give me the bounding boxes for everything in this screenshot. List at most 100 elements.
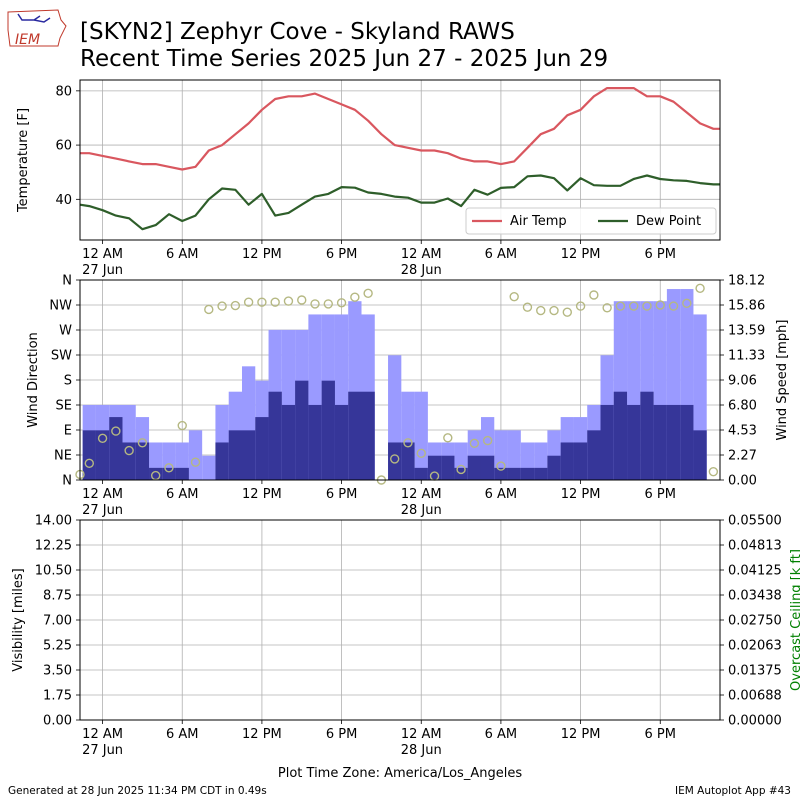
ceiling-y2-tick-label: 0.04125 (728, 564, 782, 579)
wind-x-date-label: 28 Jun (401, 503, 442, 518)
temp-x-tick-label: 12 PM (242, 247, 282, 262)
wind-speed-bar (162, 467, 176, 480)
wind-x-tick-label: 6 PM (326, 487, 357, 502)
wind-gust-bar (414, 391, 428, 480)
wind-speed-bar (268, 391, 282, 480)
wind-direction-point (628, 301, 639, 311)
wind-direction-point (124, 445, 134, 456)
footer-app: IEM Autoplot App #43 (675, 785, 791, 797)
ceiling-y2-tick-label: 0.03438 (728, 589, 782, 604)
temp-y-tick-label: 80 (55, 84, 72, 99)
wind-direction-point (257, 297, 267, 307)
wind-speed-bar (587, 430, 601, 480)
wind-x-tick-label: 12 PM (561, 487, 601, 502)
wind-x-tick-label: 6 AM (485, 487, 518, 502)
wind-direction-point (204, 304, 214, 315)
temp-x-tick-label: 6 AM (166, 247, 199, 262)
wind-direction-point (615, 301, 626, 311)
wind-direction-point (522, 302, 533, 312)
vis-y-tick-label: 3.50 (43, 664, 72, 679)
wind-direction-point (310, 299, 320, 309)
wind-speed-bar (494, 467, 508, 480)
wind-dir-tick-label: NW (49, 299, 72, 314)
vis-x-date-label: 28 Jun (401, 743, 442, 758)
vis-x-tick-label: 12 PM (242, 727, 282, 742)
vis-y-tick-label: 12.25 (35, 539, 72, 554)
wind-direction-point (323, 299, 333, 309)
air-temp-line (80, 86, 720, 171)
logo-text: IEM (15, 32, 40, 48)
wind-x-date-label: 27 Jun (82, 503, 123, 518)
wind-speed-bar (149, 467, 163, 480)
wind-x-tick-label: 6 PM (645, 487, 676, 502)
wind-speed-bar (401, 442, 415, 480)
wind-speed-bar (95, 430, 110, 480)
chart-title-line1: [SKYN2] Zephyr Cove - Skyland RAWS (80, 19, 515, 45)
vis-x-tick-label: 6 AM (485, 727, 518, 742)
dew-point-line-legend-label: Dew Point (636, 214, 701, 229)
wind-dir-tick-label: N (62, 474, 72, 489)
vis-y-tick-label: 10.50 (35, 564, 72, 579)
temp-x-date-label: 28 Jun (401, 263, 442, 278)
vis-x-tick-label: 6 PM (645, 727, 676, 742)
vis-y-tick-label: 8.75 (43, 589, 72, 604)
wind-speed-bar (228, 430, 242, 480)
wind-direction-point (297, 295, 307, 305)
wind-dir-tick-label: SE (56, 399, 72, 414)
vis-x-date-label: 27 Jun (82, 743, 123, 758)
wind-dir-tick-label: W (59, 324, 72, 339)
logo-mark-icon (17, 13, 51, 23)
x-axis-label: Plot Time Zone: America/Los_Angeles (278, 766, 522, 781)
wind-direction-point (708, 466, 719, 477)
wind-gust-bar (507, 430, 521, 480)
ceiling-y2-label: Overcast Ceiling [k ft] (789, 549, 800, 691)
iem-logo: IEM (7, 9, 67, 48)
wind-speed-bar (175, 467, 189, 480)
ceiling-y2-tick-label: 0.01375 (728, 664, 782, 679)
ceiling-y2-tick-label: 0.00000 (728, 714, 782, 729)
wind-speed-bar (348, 391, 362, 480)
wind-speed-bar (135, 442, 150, 480)
wind-speed-tick-label: 9.06 (728, 374, 757, 389)
vis-x-tick-label: 6 PM (326, 727, 357, 742)
wind-direction-point (350, 292, 360, 302)
wind-speed-tick-label: 0.00 (728, 474, 757, 489)
wind-direction-point (403, 438, 413, 448)
temp-x-date-label: 27 Jun (82, 263, 123, 278)
wind-speed-bar (547, 455, 561, 480)
wind-speed-bar (693, 430, 707, 480)
wind-speed-bar (295, 380, 309, 480)
wind-direction-point (549, 305, 559, 316)
wind-speed-tick-label: 11.33 (728, 349, 765, 364)
wind-dir-tick-label: N (62, 274, 72, 289)
wind-speed-bar (560, 442, 574, 480)
vis-x-tick-label: 12 PM (561, 727, 601, 742)
vis-x-tick-label: 6 AM (166, 727, 199, 742)
wind-speed-bar (613, 391, 628, 480)
temp-x-tick-label: 6 PM (326, 247, 357, 262)
wind-gust-bar (202, 455, 216, 480)
wind-direction-point (243, 297, 254, 307)
vis-x-tick-label: 12 AM (401, 727, 442, 742)
wind-direction-point (230, 300, 241, 311)
wind-direction-point (469, 438, 480, 449)
wind-speed-bar (334, 404, 349, 480)
wind-speed-bar (321, 380, 335, 480)
wind-direction-point (536, 305, 546, 316)
wind-direction-point (416, 448, 426, 459)
wind-speed-bar (241, 430, 256, 480)
wind-speed-tick-label: 4.53 (728, 424, 757, 439)
wind-direction-point (589, 290, 599, 300)
wind-speed-tick-label: 2.27 (728, 449, 757, 464)
temp-x-tick-label: 12 PM (561, 247, 601, 262)
temp-y-tick-label: 60 (55, 139, 72, 154)
wind-speed-bar (361, 391, 375, 480)
wind-direction-point (562, 307, 573, 317)
wind-direction-point (270, 297, 280, 307)
wind-speed-tick-label: 15.86 (728, 299, 765, 314)
vis-y-tick-label: 14.00 (35, 514, 72, 529)
wind-x-tick-label: 12 AM (82, 487, 123, 502)
visibility-y-label: Visibility [miles] (11, 568, 26, 671)
wind-direction-point (575, 301, 586, 311)
temp-x-tick-label: 12 AM (401, 247, 442, 262)
